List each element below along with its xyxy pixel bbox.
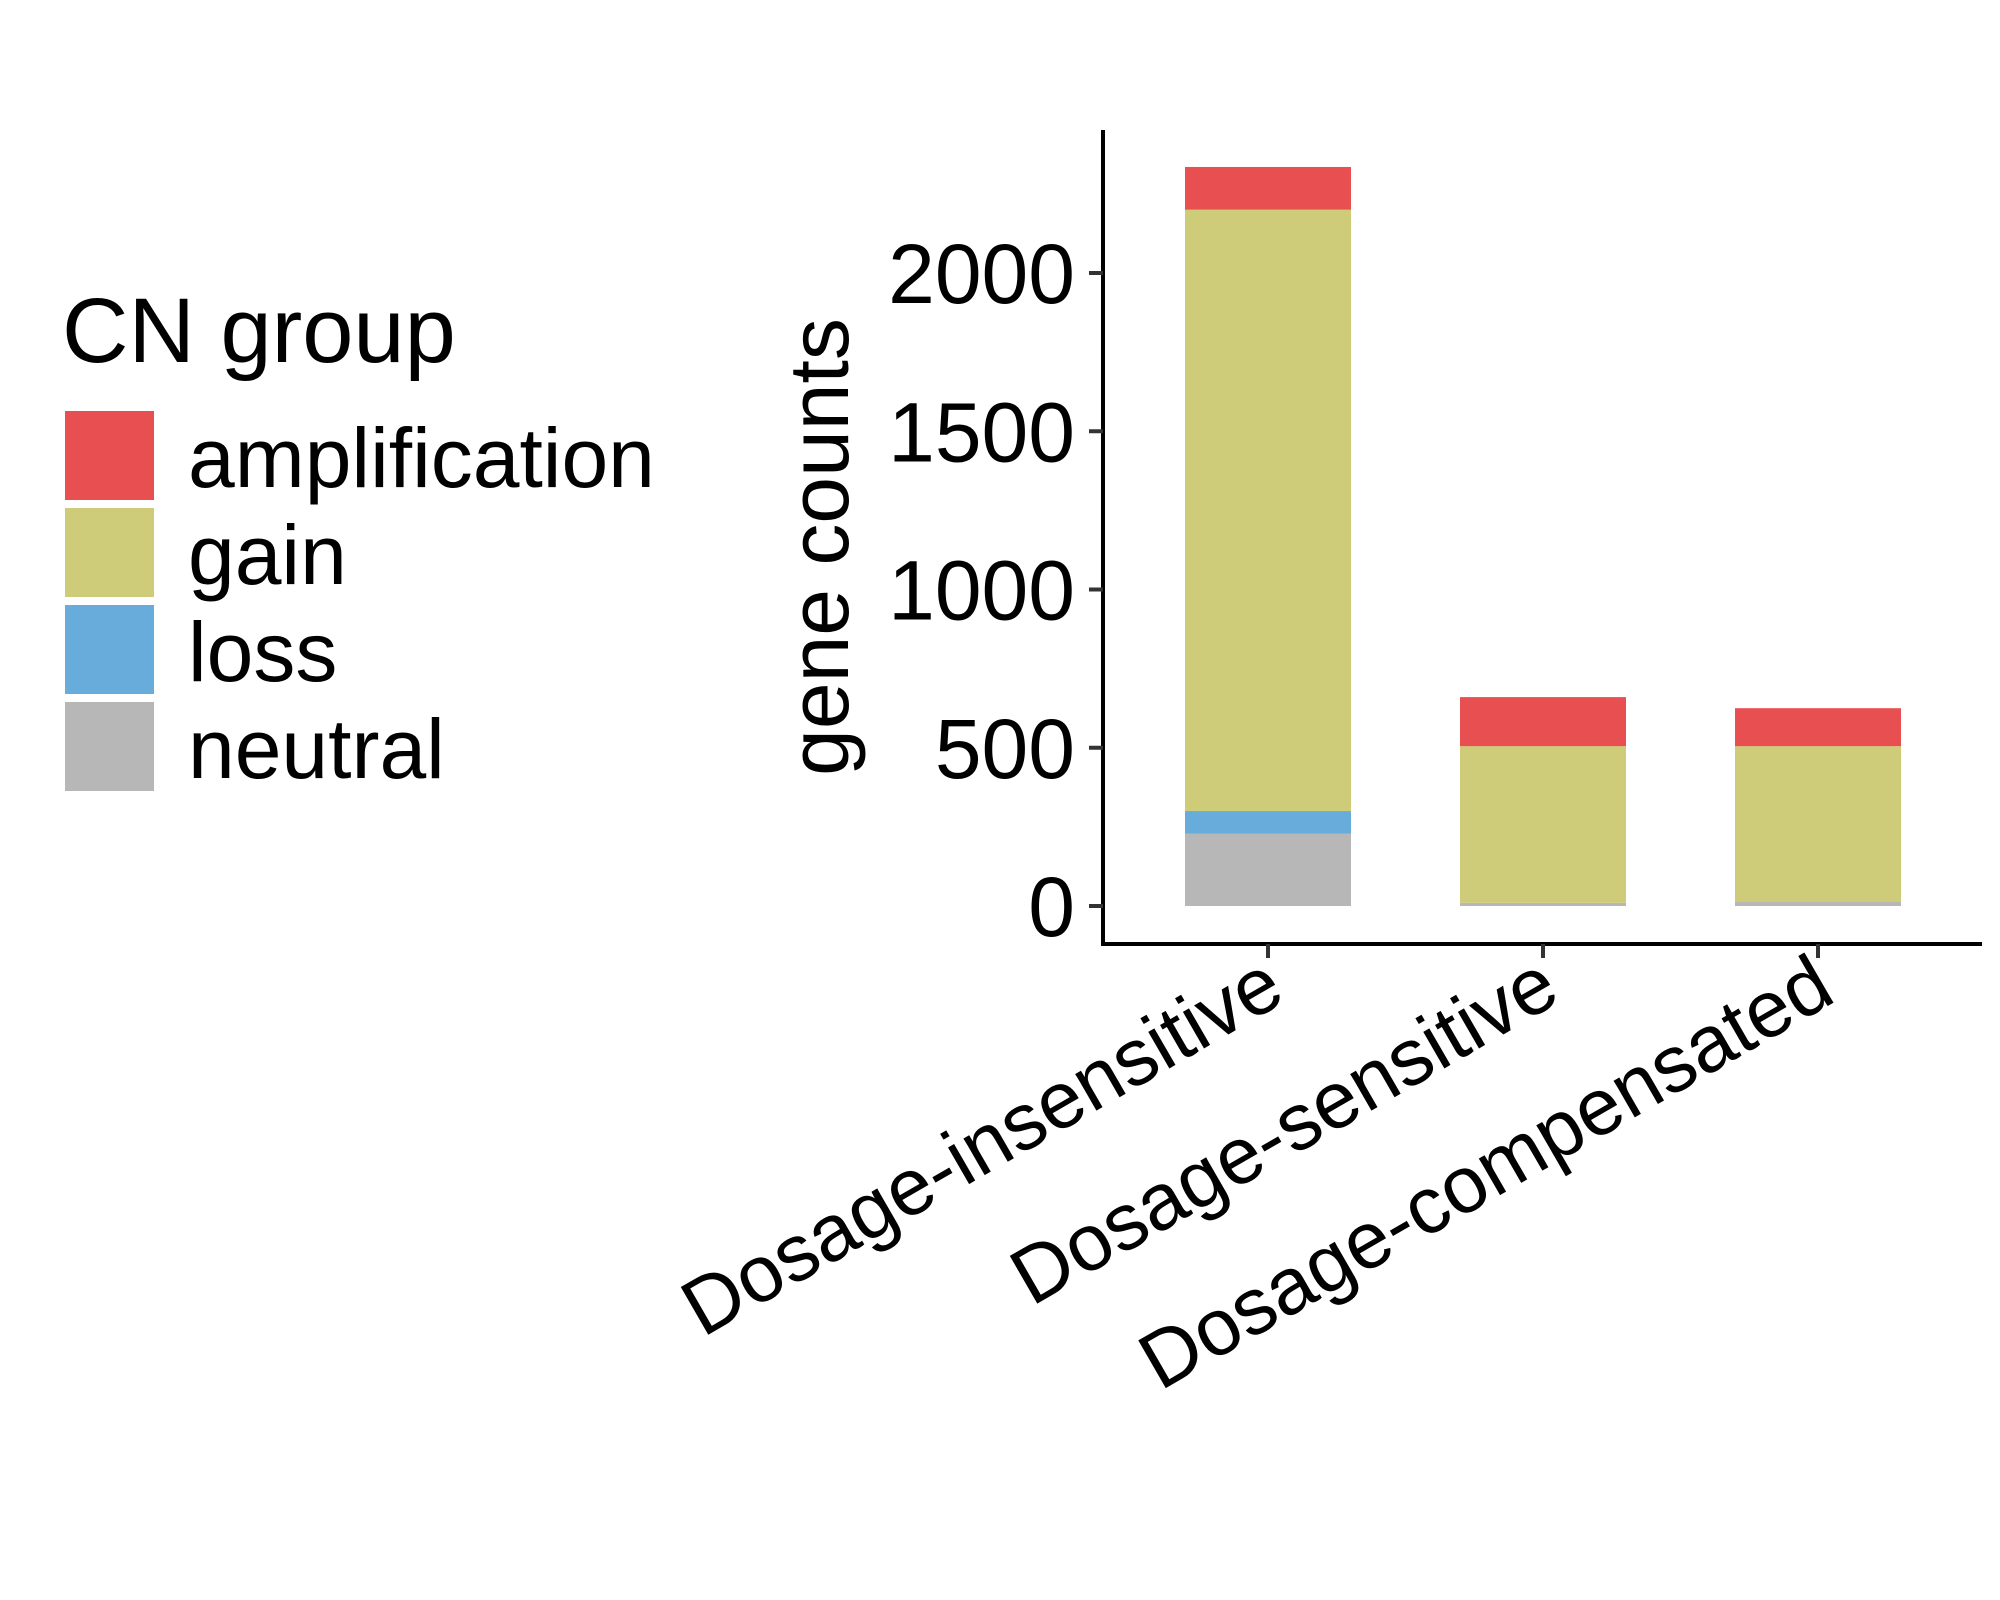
bar-amplification-dosage-sensitive: [1460, 697, 1626, 747]
legend-swatch-gain: [65, 508, 154, 597]
plot-area: 0 500 1000 1500 2000 Dosage-insensitiveDosag…: [667, 130, 1982, 1406]
y-tick-label: 500: [935, 702, 1075, 796]
bar-neutral-dosage-compensated: [1735, 901, 1901, 906]
legend-label-gain: gain: [188, 508, 347, 602]
bar-gain-dosage-sensitive: [1460, 746, 1626, 903]
bar-neutral-dosage-insensitive: [1185, 833, 1351, 906]
y-tick-label: 1500: [888, 385, 1075, 479]
bar-amplification-dosage-insensitive: [1185, 166, 1351, 210]
y-axis: 0 500 1000 1500 2000: [888, 130, 1105, 954]
legend-swatch-neutral: [65, 702, 154, 791]
legend-item-neutral: neutral: [65, 702, 445, 796]
legend-label-amplification: amplification: [188, 411, 655, 505]
x-axis: Dosage-insensitiveDosage-sensitiveDosage…: [667, 938, 1982, 1406]
legend-swatch-loss: [65, 605, 154, 694]
legend-label-neutral: neutral: [188, 702, 445, 796]
legend-item-loss: loss: [65, 605, 337, 699]
y-axis-title: gene counts: [772, 318, 866, 776]
legend-title: CN group: [62, 280, 456, 382]
bar-loss-dosage-insensitive: [1185, 811, 1351, 834]
bar-gain-dosage-insensitive: [1185, 209, 1351, 812]
y-tick-label: 1000: [888, 544, 1075, 638]
bars: [1185, 166, 1901, 906]
bar-gain-dosage-compensated: [1735, 746, 1901, 902]
y-tick-label: 2000: [888, 227, 1075, 321]
legend-swatch-amplification: [65, 411, 154, 500]
y-tick-label: 0: [1028, 860, 1075, 954]
bar-amplification-dosage-compensated: [1735, 708, 1901, 747]
legend-item-amplification: amplification: [65, 411, 655, 505]
legend-item-gain: gain: [65, 508, 347, 602]
bar-neutral-dosage-sensitive: [1460, 902, 1626, 906]
legend-label-loss: loss: [188, 605, 337, 699]
